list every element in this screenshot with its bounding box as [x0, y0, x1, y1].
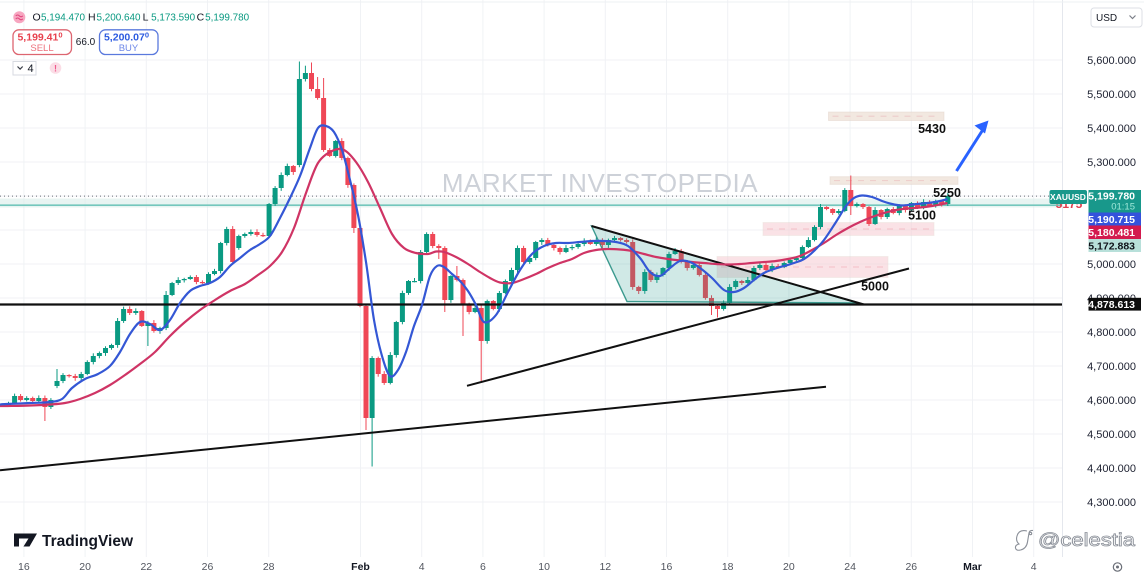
svg-text:5,300.000: 5,300.000	[1087, 157, 1136, 169]
svg-text:4,500.000: 4,500.000	[1087, 429, 1136, 441]
svg-text:5,172.883: 5,172.883	[1088, 241, 1135, 253]
svg-text:@celestia: @celestia	[1038, 530, 1136, 550]
svg-text:16: 16	[661, 561, 673, 573]
svg-text:4,300.000: 4,300.000	[1087, 497, 1136, 509]
svg-text:4,878.613: 4,878.613	[1088, 299, 1135, 311]
svg-text:66.0: 66.0	[76, 37, 96, 48]
svg-text:26: 26	[202, 561, 214, 573]
svg-text:6: 6	[480, 561, 486, 573]
svg-text:4,400.000: 4,400.000	[1087, 463, 1136, 475]
svg-text:16: 16	[18, 561, 30, 573]
svg-text:USD: USD	[1096, 13, 1117, 24]
svg-text:24: 24	[844, 561, 856, 573]
svg-text:5,200.070: 5,200.070	[104, 31, 149, 44]
svg-text:5,180.481: 5,180.481	[1088, 227, 1135, 239]
svg-text:5,194.470: 5,194.470	[41, 12, 85, 24]
svg-text:XAUUSD: XAUUSD	[1050, 192, 1086, 202]
svg-text:O: O	[33, 12, 41, 24]
svg-text:5,190.715: 5,190.715	[1088, 214, 1135, 226]
svg-text:Mar: Mar	[963, 561, 982, 573]
svg-text:10: 10	[538, 561, 550, 573]
svg-text:L: L	[143, 12, 149, 24]
svg-text:TradingView: TradingView	[42, 533, 134, 550]
svg-text:5100: 5100	[908, 209, 936, 223]
svg-text:SELL: SELL	[30, 43, 53, 54]
svg-text:!: !	[54, 64, 57, 74]
svg-text:20: 20	[79, 561, 91, 573]
svg-text:5250: 5250	[933, 186, 961, 200]
svg-text:18: 18	[722, 561, 734, 573]
svg-text:4,600.000: 4,600.000	[1087, 395, 1136, 407]
svg-text:5,600.000: 5,600.000	[1087, 55, 1136, 67]
svg-text:4: 4	[28, 63, 34, 75]
svg-text:5,199.780: 5,199.780	[205, 12, 249, 24]
svg-text:4,700.000: 4,700.000	[1087, 361, 1136, 373]
svg-text:28: 28	[263, 561, 275, 573]
svg-text:12: 12	[599, 561, 611, 573]
svg-text:22: 22	[140, 561, 152, 573]
svg-text:4: 4	[419, 561, 425, 573]
svg-text:5,000.000: 5,000.000	[1087, 259, 1136, 271]
svg-text:5,173.590: 5,173.590	[151, 12, 195, 24]
svg-text:BUY: BUY	[119, 43, 139, 54]
svg-text:C: C	[197, 12, 205, 24]
svg-text:20: 20	[783, 561, 795, 573]
svg-text:5,199.780: 5,199.780	[1088, 191, 1135, 203]
svg-text:5,500.000: 5,500.000	[1087, 89, 1136, 101]
svg-text:Feb: Feb	[351, 561, 370, 573]
svg-text:5,400.000: 5,400.000	[1087, 123, 1136, 135]
svg-text:5,200.640: 5,200.640	[97, 12, 141, 24]
svg-text:01:15: 01:15	[1111, 202, 1135, 213]
svg-text:26: 26	[905, 561, 917, 573]
svg-text:5430: 5430	[918, 122, 946, 136]
svg-text:MARKET INVESTOPEDIA: MARKET INVESTOPEDIA	[442, 168, 758, 198]
svg-text:4: 4	[1031, 561, 1037, 573]
svg-text:5000: 5000	[861, 280, 889, 294]
svg-text:5,199.410: 5,199.410	[17, 31, 62, 44]
svg-text:4,800.000: 4,800.000	[1087, 327, 1136, 339]
svg-text:H: H	[88, 12, 96, 24]
